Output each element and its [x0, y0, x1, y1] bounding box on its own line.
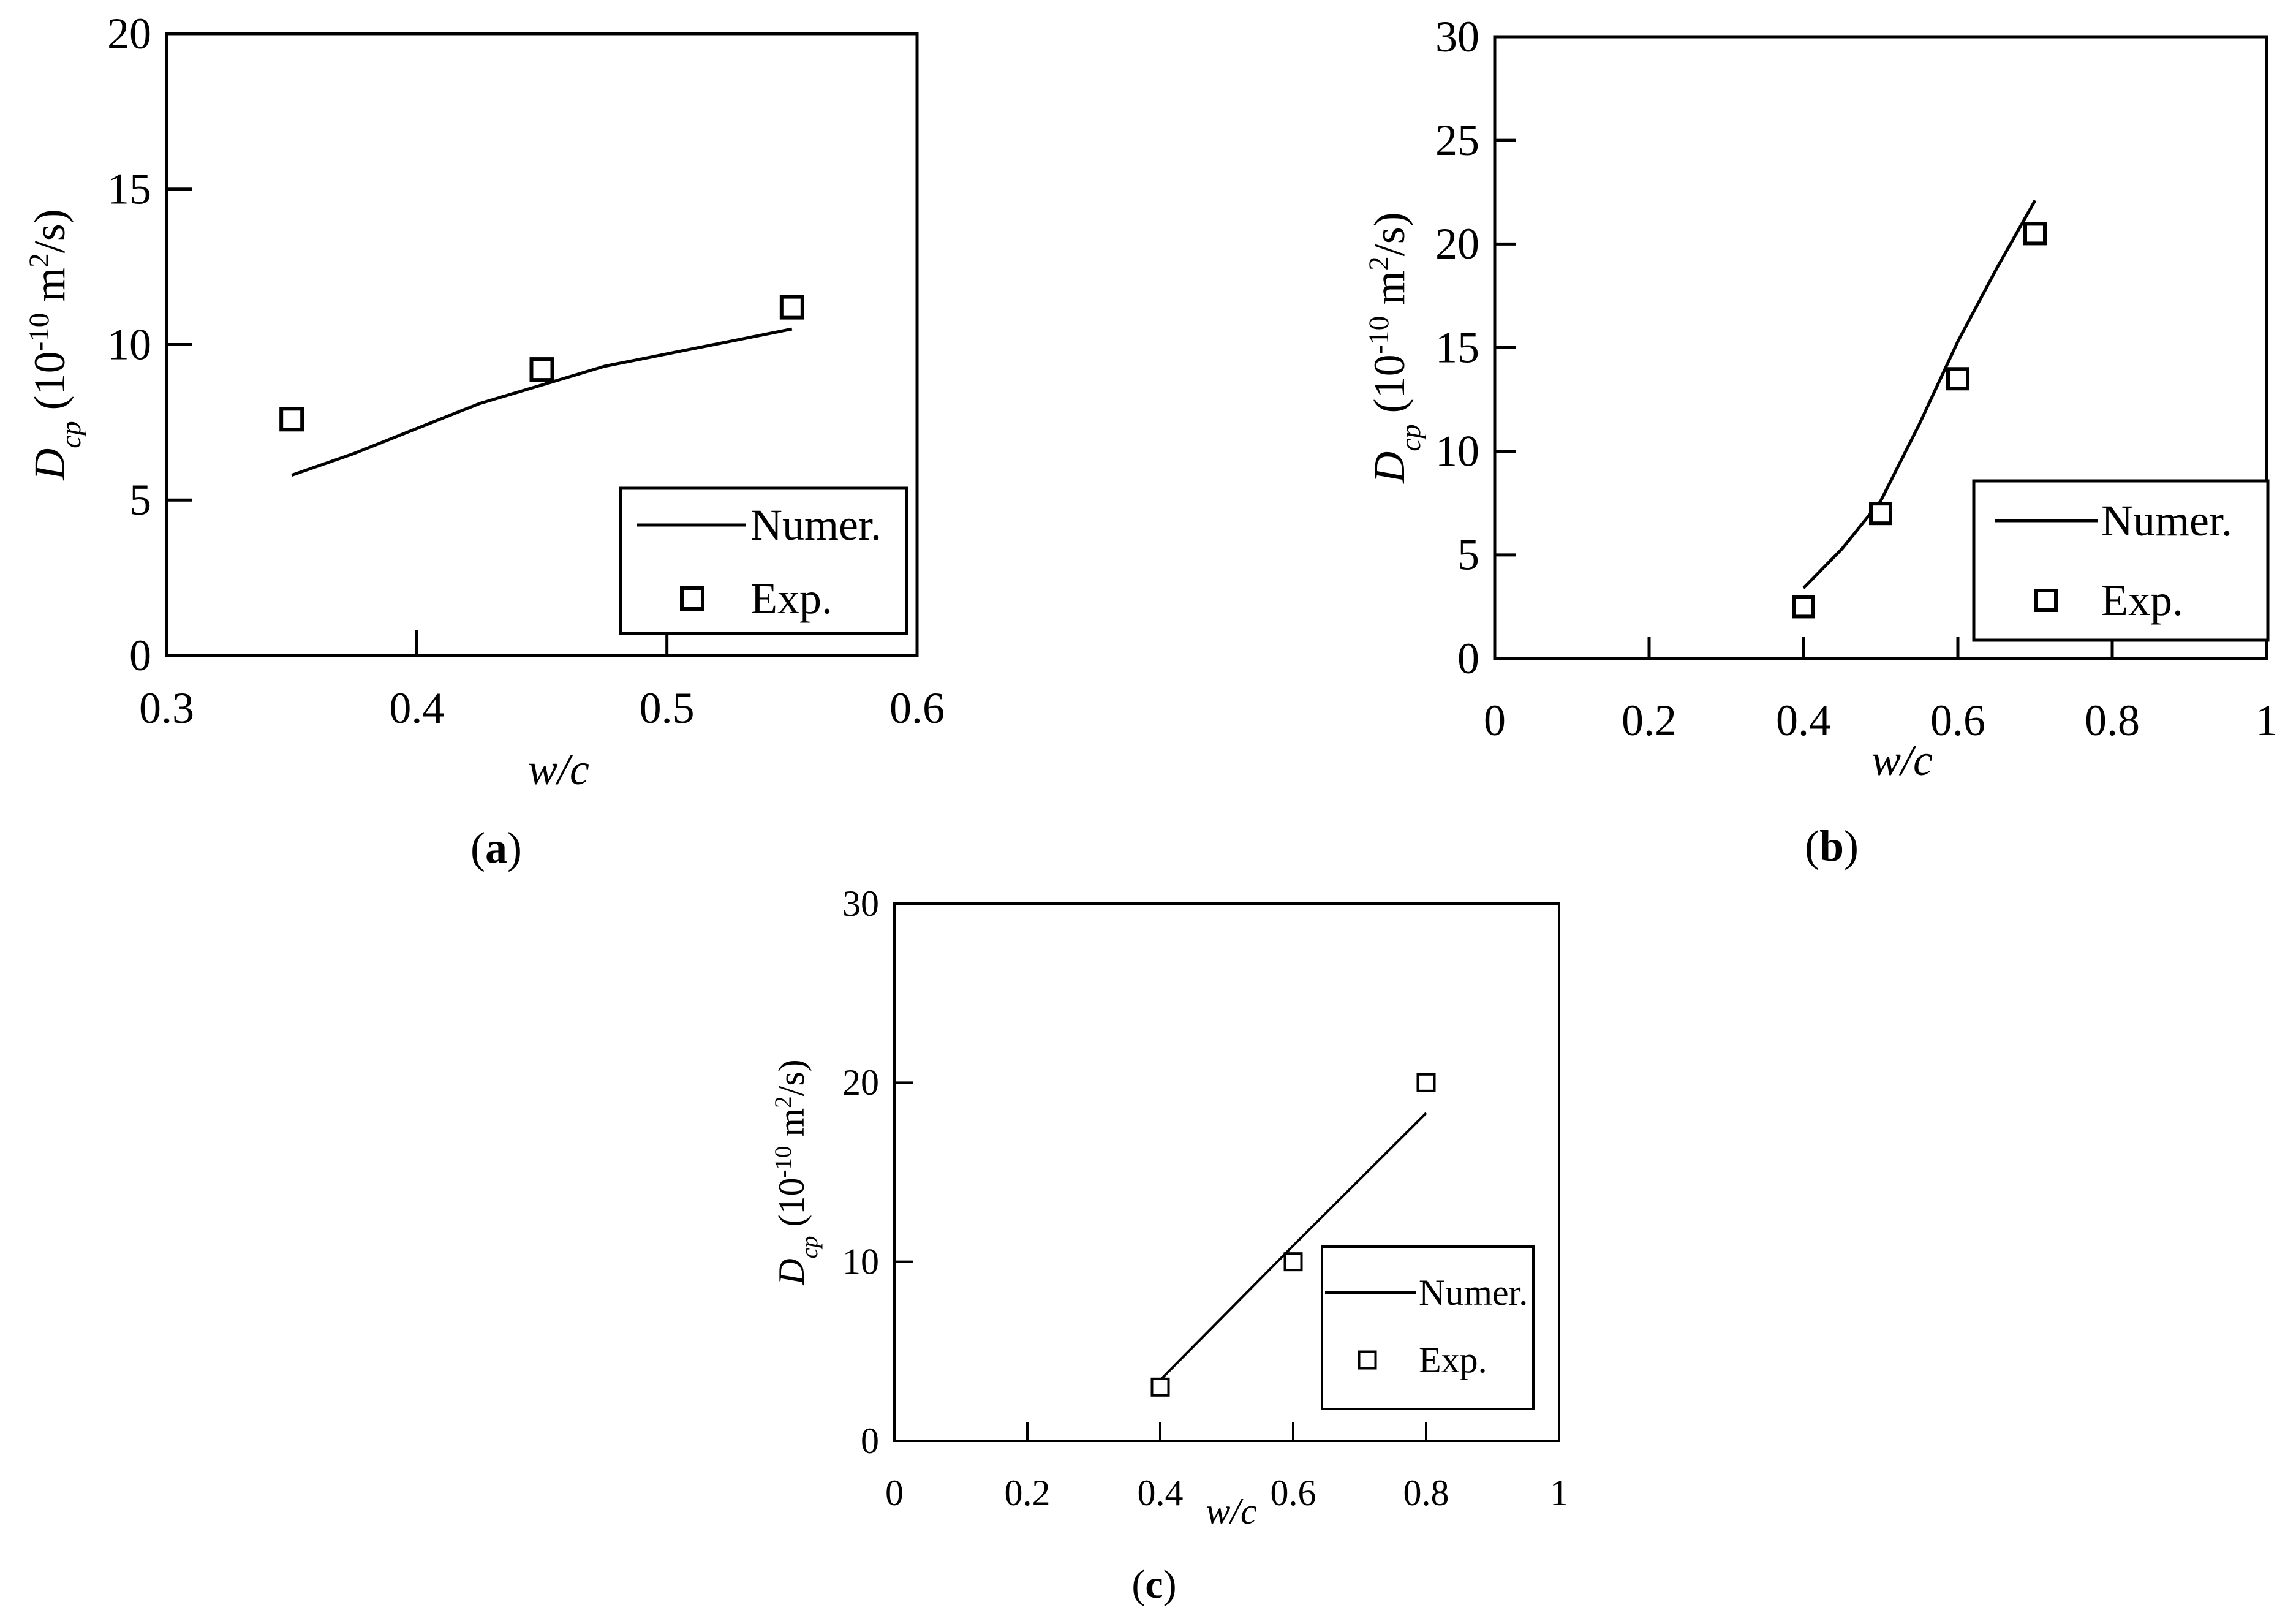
- y-tick-label: 10: [1435, 426, 1479, 475]
- x-tick-label: 0.2: [1005, 1473, 1051, 1513]
- y-tick-label: 0: [861, 1421, 879, 1461]
- legend: Numer. Exp.: [619, 486, 908, 635]
- x-axis-label: w/c: [1206, 1491, 1256, 1531]
- x-tick-label: 0.8: [2085, 696, 2140, 745]
- y-tick-label: 20: [1435, 219, 1479, 268]
- panel-label: (a): [470, 823, 522, 872]
- legend-box: [619, 486, 908, 635]
- panel-label: (c): [1131, 1562, 1176, 1607]
- x-tick-label: 0.6: [889, 684, 945, 733]
- data-point-exp: [529, 357, 554, 382]
- y-tick-label: 25: [1435, 116, 1479, 165]
- series-line-numer: [1159, 1112, 1427, 1381]
- data-point-exp: [2023, 222, 2047, 246]
- legend-label-numer: Numer.: [1419, 1272, 1528, 1313]
- x-tick-label: 0.4: [389, 684, 444, 733]
- x-tick-label: 0.8: [1403, 1473, 1449, 1513]
- legend-marker-swatch: [1358, 1350, 1377, 1370]
- y-tick-label: 10: [842, 1241, 879, 1282]
- legend: Numer. Exp.: [1972, 479, 2270, 642]
- x-tick-label: 0: [1484, 696, 1506, 745]
- data-point-exp: [1946, 367, 1969, 391]
- y-tick-label: 10: [107, 320, 151, 369]
- plot-frame: [893, 902, 1560, 1442]
- data-point-exp: [279, 407, 304, 432]
- y-tick-label: 20: [842, 1062, 879, 1103]
- y-tick-label: 30: [1435, 12, 1479, 61]
- legend-box: [1972, 479, 2270, 642]
- y-tick-label: 15: [1435, 323, 1479, 372]
- y-tick-label: 0: [129, 631, 151, 680]
- legend-label-exp: Exp.: [2101, 576, 2183, 625]
- x-tick-label: 0.6: [1930, 696, 1985, 745]
- y-tick-label: 20: [107, 9, 151, 58]
- data-point-exp: [1283, 1252, 1303, 1272]
- y-axis-label: Dcp (10-10 m2/s): [23, 209, 87, 481]
- y-tick-label: 0: [1457, 634, 1479, 683]
- data-point-exp: [1869, 502, 1892, 526]
- x-tick-label: 0.3: [139, 684, 194, 733]
- y-axis-label: Dcp (10-10 m2/s): [1363, 212, 1427, 484]
- x-tick-label: 0.2: [1622, 696, 1677, 745]
- x-axis-label: w/c: [1871, 736, 1933, 785]
- data-point-exp: [779, 295, 804, 320]
- x-axis-label: w/c: [528, 745, 589, 794]
- legend: Numer. Exp.: [1321, 1245, 1535, 1410]
- x-tick-label: 0.5: [640, 684, 695, 733]
- y-axis-label: Dcp (10-10 m2/s): [770, 1059, 823, 1285]
- legend-label-exp: Exp.: [750, 574, 833, 623]
- y-tick-label: 5: [129, 475, 151, 524]
- series-line-numer: [1802, 200, 2037, 589]
- panel-label: (b): [1805, 821, 1859, 871]
- legend-label-exp: Exp.: [1419, 1340, 1487, 1380]
- x-tick-label: 0.4: [1776, 696, 1831, 745]
- x-tick-label: 0.6: [1271, 1473, 1316, 1513]
- chart-panel-a: 0.3 0.4 0.5 0.6 0 5 10 15 20 w/c Dcp (10-10 m2/s) N…: [23, 9, 945, 872]
- y-tick-label: 5: [1457, 531, 1479, 580]
- legend-label-numer: Numer.: [750, 500, 882, 550]
- legend-marker-swatch: [2034, 589, 2058, 612]
- y-tick-label: 30: [842, 883, 879, 924]
- x-tick-label: 0: [885, 1473, 904, 1513]
- data-point-exp: [1416, 1073, 1436, 1092]
- legend-marker-swatch: [680, 586, 704, 611]
- data-point-exp: [1150, 1377, 1170, 1397]
- x-tick-label: 0.4: [1138, 1473, 1184, 1513]
- x-tick-label: 1: [2256, 696, 2278, 745]
- series-line-numer: [291, 327, 793, 477]
- legend-box: [1321, 1245, 1535, 1410]
- legend-label-numer: Numer.: [2101, 496, 2232, 545]
- data-point-exp: [1792, 595, 1815, 619]
- x-tick-label: 1: [1550, 1473, 1568, 1513]
- y-tick-label: 15: [107, 165, 151, 214]
